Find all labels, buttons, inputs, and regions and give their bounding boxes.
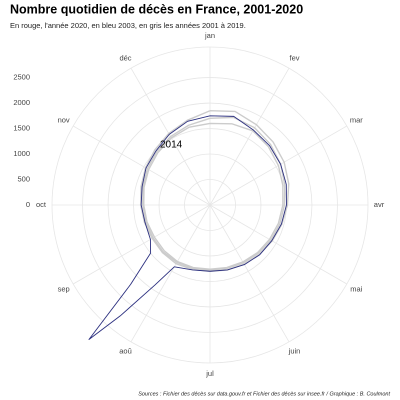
x-tick-label: juin bbox=[288, 346, 301, 355]
x-tick-label: nov bbox=[58, 115, 70, 124]
x-tick-label: avr bbox=[374, 200, 385, 209]
x-tick-label: mar bbox=[350, 115, 363, 124]
grid-spoke bbox=[209, 204, 348, 285]
y-tick-label: 1500 bbox=[13, 124, 30, 133]
grid-spoke bbox=[209, 204, 290, 343]
x-tick-label: sep bbox=[58, 284, 70, 293]
x-tick-label: jan bbox=[204, 31, 215, 40]
caption: Sources : Fichier des décès sur data.gou… bbox=[138, 391, 390, 397]
y-tick-label: 500 bbox=[17, 175, 30, 184]
y-tick-label: 2500 bbox=[13, 73, 30, 82]
y-tick-label: 1000 bbox=[13, 149, 30, 158]
grid-spoke bbox=[130, 204, 211, 343]
x-tick-label: fev bbox=[289, 54, 299, 63]
chart-title: Nombre quotidien de décès en France, 200… bbox=[10, 2, 303, 16]
annotation: 2014 bbox=[160, 140, 183, 151]
chart-subtitle: En rouge, l'année 2020, en bleu 2003, en… bbox=[10, 21, 246, 30]
grid-spoke bbox=[209, 67, 290, 206]
series-line bbox=[88, 115, 287, 340]
x-tick-label: oct bbox=[36, 200, 47, 209]
x-tick-label: aoû bbox=[119, 346, 132, 355]
grid-spoke bbox=[72, 204, 211, 285]
grid-spoke bbox=[72, 125, 211, 206]
y-tick-label: 2000 bbox=[13, 98, 30, 107]
x-tick-label: jul bbox=[205, 369, 214, 378]
x-tick-label: déc bbox=[119, 54, 131, 63]
y-tick-label: 0 bbox=[26, 200, 30, 209]
series-line bbox=[143, 122, 284, 270]
x-tick-label: mai bbox=[350, 284, 362, 293]
